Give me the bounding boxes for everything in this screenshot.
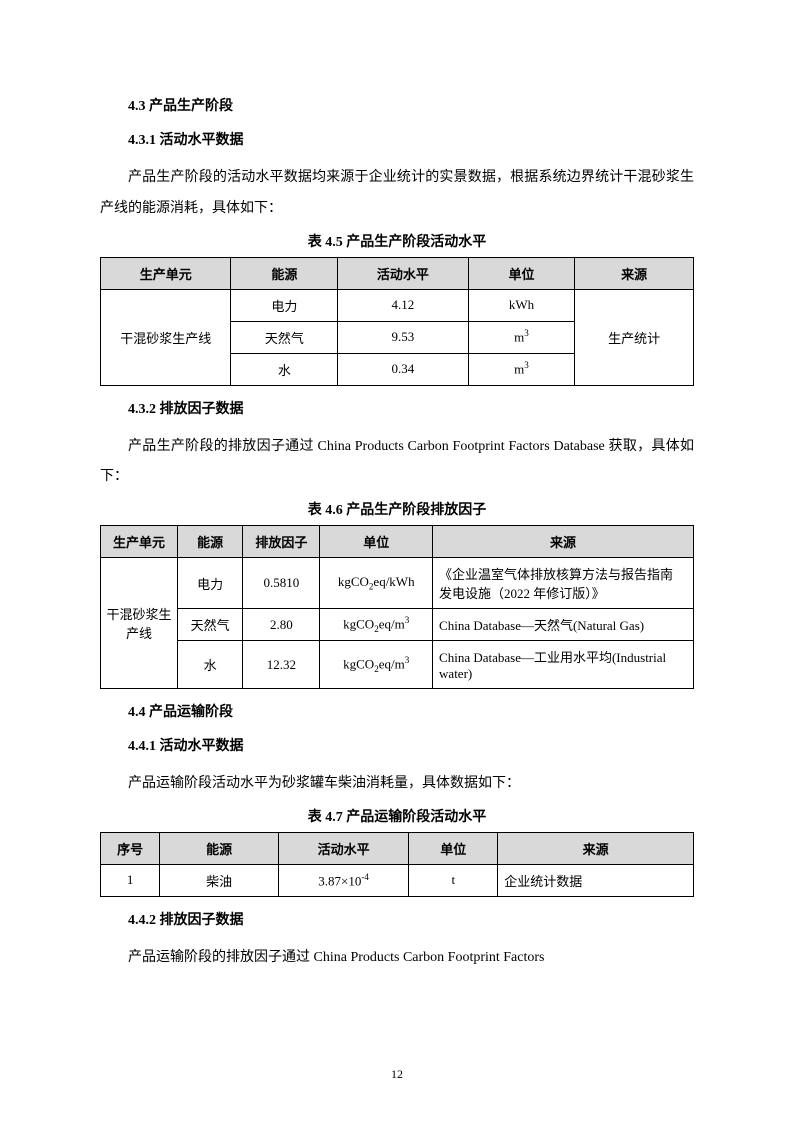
cell-unit: 干混砂浆生产线 (101, 558, 178, 689)
section-4-4-2-title: 4.4.2 排放因子数据 (100, 909, 694, 929)
th-unit: 生产单元 (101, 526, 178, 558)
cell-unit2: m3 (468, 321, 575, 353)
table-row: 1 柴油 3.87×10-4 t 企业统计数据 (101, 864, 694, 896)
page-number: 12 (0, 1067, 794, 1082)
cell-level: 4.12 (338, 289, 468, 321)
cell-energy: 电力 (231, 289, 338, 321)
cell-source: 《企业温室气体排放核算方法与报告指南 发电设施（2022 年修订版）》 (433, 558, 694, 609)
cell-factor: 2.80 (243, 609, 320, 641)
cell-unit2: kWh (468, 289, 575, 321)
cell-factor: 12.32 (243, 641, 320, 689)
cell-source: 生产统计 (575, 289, 694, 385)
cell-unit2: kgCO2eq/m3 (320, 609, 433, 641)
cell-energy: 天然气 (178, 609, 243, 641)
th-energy: 能源 (160, 832, 279, 864)
cell-energy: 水 (231, 353, 338, 385)
cell-unit2: kgCO2eq/kWh (320, 558, 433, 609)
cell-source: 企业统计数据 (498, 864, 694, 896)
table-row: 水 12.32 kgCO2eq/m3 China Database—工业用水平均… (101, 641, 694, 689)
table-4-6-caption: 表 4.6 产品生产阶段排放因子 (100, 499, 694, 519)
th-unit2: 单位 (468, 257, 575, 289)
cell-unit2: m3 (468, 353, 575, 385)
cell-factor: 0.5810 (243, 558, 320, 609)
th-source: 来源 (575, 257, 694, 289)
table-4-7: 序号 能源 活动水平 单位 来源 1 柴油 3.87×10-4 t 企业统计数据 (100, 832, 694, 897)
cell-unit: t (409, 864, 498, 896)
section-4-3-1-title: 4.3.1 活动水平数据 (100, 129, 694, 149)
th-unit: 单位 (409, 832, 498, 864)
table-row: 天然气 2.80 kgCO2eq/m3 China Database—天然气(N… (101, 609, 694, 641)
cell-seq: 1 (101, 864, 160, 896)
section-4-3-2-paragraph: 产品生产阶段的排放因子通过 China Products Carbon Foot… (100, 432, 694, 494)
cell-energy: 柴油 (160, 864, 279, 896)
cell-level: 9.53 (338, 321, 468, 353)
section-4-3-2-title: 4.3.2 排放因子数据 (100, 398, 694, 418)
section-4-3-title: 4.3 产品生产阶段 (100, 95, 694, 115)
table-4-5: 生产单元 能源 活动水平 单位 来源 干混砂浆生产线 电力 4.12 kWh 生… (100, 257, 694, 386)
cell-source: China Database—天然气(Natural Gas) (433, 609, 694, 641)
cell-energy: 电力 (178, 558, 243, 609)
section-4-4-1-paragraph: 产品运输阶段活动水平为砂浆罐车柴油消耗量，具体数据如下： (100, 769, 694, 800)
table-4-6: 生产单元 能源 排放因子 单位 来源 干混砂浆生产线 电力 0.5810 kgC… (100, 525, 694, 689)
table-4-5-caption: 表 4.5 产品生产阶段活动水平 (100, 231, 694, 251)
section-4-4-title: 4.4 产品运输阶段 (100, 701, 694, 721)
section-4-4-2-paragraph: 产品运输阶段的排放因子通过 China Products Carbon Foot… (100, 943, 694, 974)
th-unit2: 单位 (320, 526, 433, 558)
cell-level: 3.87×10-4 (278, 864, 408, 896)
table-4-7-caption: 表 4.7 产品运输阶段活动水平 (100, 806, 694, 826)
table-row: 干混砂浆生产线 电力 0.5810 kgCO2eq/kWh 《企业温室气体排放核… (101, 558, 694, 609)
cell-unit2: kgCO2eq/m3 (320, 641, 433, 689)
th-factor: 排放因子 (243, 526, 320, 558)
cell-unit: 干混砂浆生产线 (101, 289, 231, 385)
th-level: 活动水平 (338, 257, 468, 289)
table-row: 干混砂浆生产线 电力 4.12 kWh 生产统计 (101, 289, 694, 321)
section-4-3-1-paragraph: 产品生产阶段的活动水平数据均来源于企业统计的实景数据，根据系统边界统计干混砂浆生… (100, 163, 694, 225)
cell-energy: 水 (178, 641, 243, 689)
th-source: 来源 (433, 526, 694, 558)
th-energy: 能源 (231, 257, 338, 289)
cell-level: 0.34 (338, 353, 468, 385)
th-energy: 能源 (178, 526, 243, 558)
th-unit: 生产单元 (101, 257, 231, 289)
cell-source: China Database—工业用水平均(Industrial water) (433, 641, 694, 689)
th-level: 活动水平 (278, 832, 408, 864)
th-seq: 序号 (101, 832, 160, 864)
cell-energy: 天然气 (231, 321, 338, 353)
th-source: 来源 (498, 832, 694, 864)
section-4-4-1-title: 4.4.1 活动水平数据 (100, 735, 694, 755)
